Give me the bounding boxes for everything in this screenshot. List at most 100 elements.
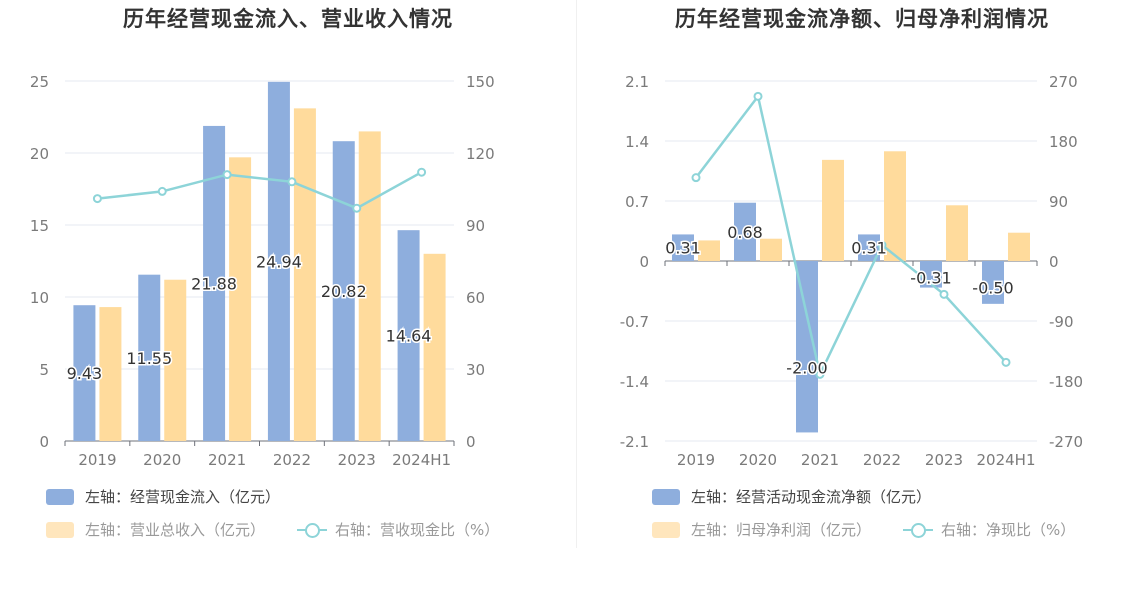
bar-data-label: 24.94 bbox=[256, 252, 302, 271]
y-right-tick-label: 150 bbox=[466, 73, 495, 91]
bar-series-1 bbox=[203, 125, 226, 441]
legend-swatch bbox=[652, 521, 680, 538]
bar-data-label: -2.00 bbox=[786, 358, 827, 377]
y-left-tick-label: 2.1 bbox=[625, 73, 649, 91]
legend-label: 右轴：营收现金比（%） bbox=[335, 521, 500, 539]
y-right-tick-label: 270 bbox=[1049, 73, 1078, 91]
bar-series-2 bbox=[99, 307, 122, 441]
x-tick-label: 2022 bbox=[863, 451, 901, 469]
bar-series-1 bbox=[397, 230, 420, 441]
legend-item-series-2[interactable]: 左轴：营业总收入（亿元） bbox=[46, 519, 265, 540]
y-left-tick-label: -0.7 bbox=[620, 313, 649, 331]
bar-series-2 bbox=[1008, 232, 1030, 261]
bar-data-label: 0.68 bbox=[727, 223, 763, 242]
bar-series-2 bbox=[293, 108, 316, 442]
bar-data-label: -0.50 bbox=[972, 279, 1013, 298]
x-tick-label: 2024H1 bbox=[977, 451, 1036, 469]
legend-swatch bbox=[46, 488, 74, 505]
y-right-tick-label: 60 bbox=[466, 289, 485, 307]
line-point bbox=[92, 194, 102, 204]
legend-item-series-1[interactable]: 左轴：经营现金流入（亿元） bbox=[46, 486, 280, 507]
y-left-tick-label: 20 bbox=[30, 145, 49, 163]
x-tick-label: 2021 bbox=[208, 451, 246, 469]
y-left-tick-label: -2.1 bbox=[620, 433, 649, 451]
line-point bbox=[815, 369, 825, 379]
legend-line-icon bbox=[297, 522, 327, 538]
chart-title: 历年经营现金流净额、归母净利润情况 bbox=[675, 7, 1049, 31]
legend-item-series-2[interactable]: 左轴：归母净利润（亿元） bbox=[652, 519, 871, 540]
y-right-tick-label: -270 bbox=[1049, 433, 1083, 451]
bar-series-1 bbox=[982, 261, 1004, 304]
legend-item-series-3[interactable]: 右轴：营收现金比（%） bbox=[297, 519, 499, 540]
y-left-tick-label: 10 bbox=[30, 289, 49, 307]
bar-series-2 bbox=[698, 240, 720, 261]
y-right-tick-label: 120 bbox=[466, 145, 495, 163]
bar-series-2 bbox=[946, 205, 968, 261]
y-left-tick-label: 25 bbox=[30, 73, 49, 91]
y-left-tick-label: 0.7 bbox=[625, 193, 649, 211]
bar-data-label: 9.43 bbox=[67, 364, 103, 383]
line-point bbox=[352, 203, 362, 213]
bar-data-label: 21.88 bbox=[191, 274, 237, 293]
x-tick-label: 2023 bbox=[338, 451, 376, 469]
y-right-tick-label: -90 bbox=[1049, 313, 1074, 331]
line-point bbox=[1001, 357, 1011, 367]
bar-series-2 bbox=[423, 253, 446, 441]
bar-series-1 bbox=[332, 141, 355, 441]
x-tick-label: 2019 bbox=[78, 451, 116, 469]
bar-data-label: 20.82 bbox=[321, 282, 367, 301]
x-tick-label: 2021 bbox=[801, 451, 839, 469]
x-tick-label: 2020 bbox=[739, 451, 777, 469]
bar-series-1 bbox=[796, 261, 818, 433]
legend-label: 左轴：经营现金流入（亿元） bbox=[85, 488, 281, 506]
y-right-tick-label: 180 bbox=[1049, 133, 1078, 151]
x-tick-label: 2023 bbox=[925, 451, 963, 469]
y-left-tick-label: 0 bbox=[39, 433, 49, 451]
y-right-tick-label: 90 bbox=[1049, 193, 1068, 211]
legend-item-series-3[interactable]: 右轴：净现比（%） bbox=[903, 519, 1075, 540]
line-point bbox=[157, 186, 167, 196]
y-left-tick-label: 5 bbox=[39, 361, 49, 379]
bar-series-2 bbox=[229, 157, 252, 441]
line-point bbox=[222, 170, 232, 180]
y-left-tick-label: 15 bbox=[30, 217, 49, 235]
bar-series-1 bbox=[672, 234, 694, 261]
line-point bbox=[691, 173, 701, 183]
line-point bbox=[753, 91, 763, 101]
bar-series-2 bbox=[164, 279, 187, 441]
x-tick-label: 2020 bbox=[143, 451, 181, 469]
y-right-tick-label: 0 bbox=[1049, 253, 1059, 271]
x-tick-label: 2022 bbox=[273, 451, 311, 469]
bar-series-1 bbox=[73, 305, 96, 441]
bar-data-label: 14.64 bbox=[386, 327, 432, 346]
bar-data-label: 0.31 bbox=[851, 239, 887, 258]
y-right-tick-label: 30 bbox=[466, 361, 485, 379]
bar-data-label: -0.31 bbox=[910, 268, 951, 287]
bar-series-2 bbox=[822, 159, 844, 261]
chart-panel-left: 历年经营现金流入、营业收入情况 0 5 10 15 20 25 0 30 60 90 120 150 2… bbox=[30, 7, 499, 540]
bar-series-1 bbox=[138, 274, 161, 441]
chart-title: 历年经营现金流入、营业收入情况 bbox=[123, 7, 453, 31]
line-point bbox=[287, 177, 297, 187]
line-point bbox=[417, 167, 427, 177]
legend-label: 右轴：净现比（%） bbox=[941, 521, 1076, 539]
x-tick-label: 2024H1 bbox=[392, 451, 451, 469]
bar-series-1 bbox=[267, 81, 290, 441]
line-point bbox=[939, 289, 949, 299]
legend-label: 左轴：营业总收入（亿元） bbox=[85, 521, 266, 539]
legend-swatch bbox=[46, 521, 74, 538]
y-right-tick-label: 90 bbox=[466, 217, 485, 235]
legend-label: 左轴：经营活动现金流净额（亿元） bbox=[691, 488, 932, 506]
bar-data-label: 11.55 bbox=[126, 349, 172, 368]
chart-plot: 0 5 10 15 20 25 0 30 60 90 120 150 2019 2020 2021 2022 2… bbox=[30, 73, 495, 469]
chart-panel-right: 历年经营现金流净额、归母净利润情况 -2.1 -1.4 -0.7 0 0.7 1.4 2.1… bbox=[577, 0, 1147, 589]
legend-item-series-1[interactable]: 左轴：经营活动现金流净额（亿元） bbox=[652, 486, 931, 507]
bar-series-2 bbox=[358, 131, 381, 441]
line-point bbox=[877, 240, 887, 250]
y-right-tick-label: -180 bbox=[1049, 373, 1083, 391]
bar-series-2 bbox=[760, 238, 782, 261]
y-left-tick-label: 1.4 bbox=[625, 133, 649, 151]
line-series-3 bbox=[695, 93, 1007, 379]
bar-data-label: 0.31 bbox=[665, 239, 701, 258]
